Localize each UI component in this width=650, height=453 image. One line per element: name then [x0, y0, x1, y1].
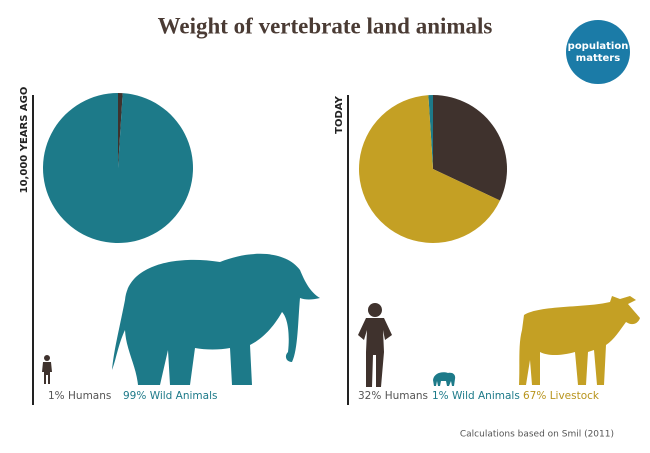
human-icon: [42, 355, 52, 384]
category-label: Humans: [385, 390, 428, 402]
value-label: 67%: [523, 390, 546, 402]
value-label: 1%: [48, 390, 65, 402]
pie-slice: [433, 95, 508, 201]
pie-slice: [43, 93, 193, 243]
elephant-icon: [433, 372, 456, 386]
category-label: Wild Animals: [150, 390, 218, 402]
logo-text: matters: [576, 53, 620, 64]
value-label: 1%: [432, 390, 449, 402]
human-icon: [358, 303, 392, 387]
title: Weight of vertebrate land animals: [158, 13, 493, 38]
logo-text: population: [568, 41, 629, 52]
cow-icon: [519, 296, 640, 385]
panel-label: 10,000 YEARS AGO: [19, 87, 30, 194]
slice-label: 67% Livestock: [523, 390, 600, 402]
value-label: 99%: [123, 390, 146, 402]
slice-label: 99% Wild Animals: [123, 390, 217, 402]
pie-slice: [359, 95, 500, 244]
slice-label: 1% Humans: [48, 390, 111, 402]
category-label: Livestock: [550, 390, 600, 402]
value-label: 32%: [358, 390, 381, 402]
pie-slice: [118, 93, 123, 168]
pie-slice: [428, 95, 433, 169]
elephant-icon: [112, 253, 320, 385]
category-label: Wild Animals: [452, 390, 520, 402]
logo-circle: [566, 20, 630, 84]
source: Calculations based on Smil (2011): [460, 430, 614, 440]
slice-label: 32% Humans: [358, 390, 428, 402]
slice-label: 1% Wild Animals: [432, 390, 520, 402]
category-label: Humans: [68, 390, 111, 402]
panel-label: TODAY: [334, 95, 345, 133]
